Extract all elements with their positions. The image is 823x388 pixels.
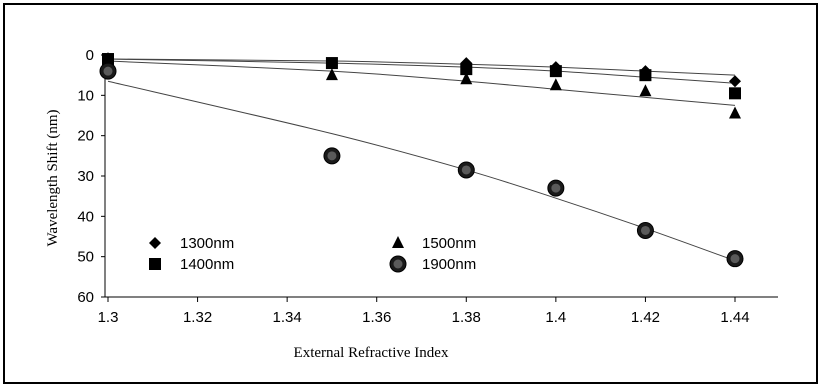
x-tick-label: 1.42 (631, 309, 660, 326)
x-tick-label: 1.34 (273, 309, 302, 326)
trendline-1500nm (107, 60, 736, 106)
x-tick-label: 1.38 (452, 309, 481, 326)
point-1900nm (99, 62, 117, 80)
point-1500nm (639, 84, 652, 97)
point-1900nm (547, 179, 565, 197)
x-tick-label: 1.32 (183, 309, 212, 326)
y-tick-label: 60 (77, 289, 94, 306)
y-tick-label: 10 (77, 87, 94, 104)
marker-circle-inner (640, 225, 650, 235)
y-tick-label: 30 (77, 168, 94, 185)
y-tick-label: 20 (77, 128, 94, 145)
x-tick-label: 1.3 (98, 309, 119, 326)
point-1400nm (639, 69, 652, 82)
marker-circle-inner (730, 254, 740, 264)
point-1500nm (460, 72, 473, 85)
legend-label-1300nm: 1300nm (180, 235, 234, 252)
marker-circle-inner (103, 66, 113, 76)
y-axis-title: Wavelength Shift (nm) (45, 109, 61, 246)
marker-circle-inner (393, 259, 403, 269)
axes: 0 10 20 30 40 50 601.3 1.32 1.34 1.36 1.38 1.4 1.42 1… (77, 47, 778, 326)
point-1500nm (325, 68, 338, 81)
legend-marker-1900nm (389, 255, 407, 273)
marker-circle-inner (461, 165, 471, 175)
legend-label-1400nm: 1400nm (180, 256, 234, 273)
y-tick-label: 40 (77, 208, 94, 225)
point-1400nm (325, 57, 338, 70)
x-tick-label: 1.4 (545, 309, 566, 326)
point-1300nm (729, 75, 741, 88)
point-1400nm (729, 87, 741, 100)
point-1900nm (636, 221, 654, 239)
legend-marker-1500nm (392, 236, 404, 248)
marker-circle-inner (327, 151, 337, 161)
point-1500nm (729, 106, 741, 119)
legend-label-1900nm: 1900nm (422, 256, 476, 273)
legend: 1300nm 1400nm 1500nm 1900nm (149, 235, 476, 273)
x-axis-title: External Refractive Index (294, 345, 449, 361)
point-1900nm (726, 250, 744, 268)
point-1900nm (457, 161, 475, 179)
point-1400nm (549, 65, 562, 78)
legend-label-1500nm: 1500nm (422, 235, 476, 252)
chart-frame (3, 3, 818, 384)
x-tick-label: 1.36 (362, 309, 391, 326)
point-1500nm (102, 52, 114, 65)
point-1400nm (460, 63, 473, 76)
data-points (99, 52, 744, 268)
point-1900nm (323, 147, 341, 165)
legend-marker-1300nm (149, 237, 161, 249)
legend-marker-1400nm (149, 258, 161, 270)
marker-circle-inner (551, 183, 561, 193)
y-tick-label: 50 (77, 249, 94, 266)
x-tick-label: 1.44 (720, 309, 749, 326)
y-tick-label: 0 (86, 47, 94, 64)
point-1500nm (549, 78, 562, 91)
